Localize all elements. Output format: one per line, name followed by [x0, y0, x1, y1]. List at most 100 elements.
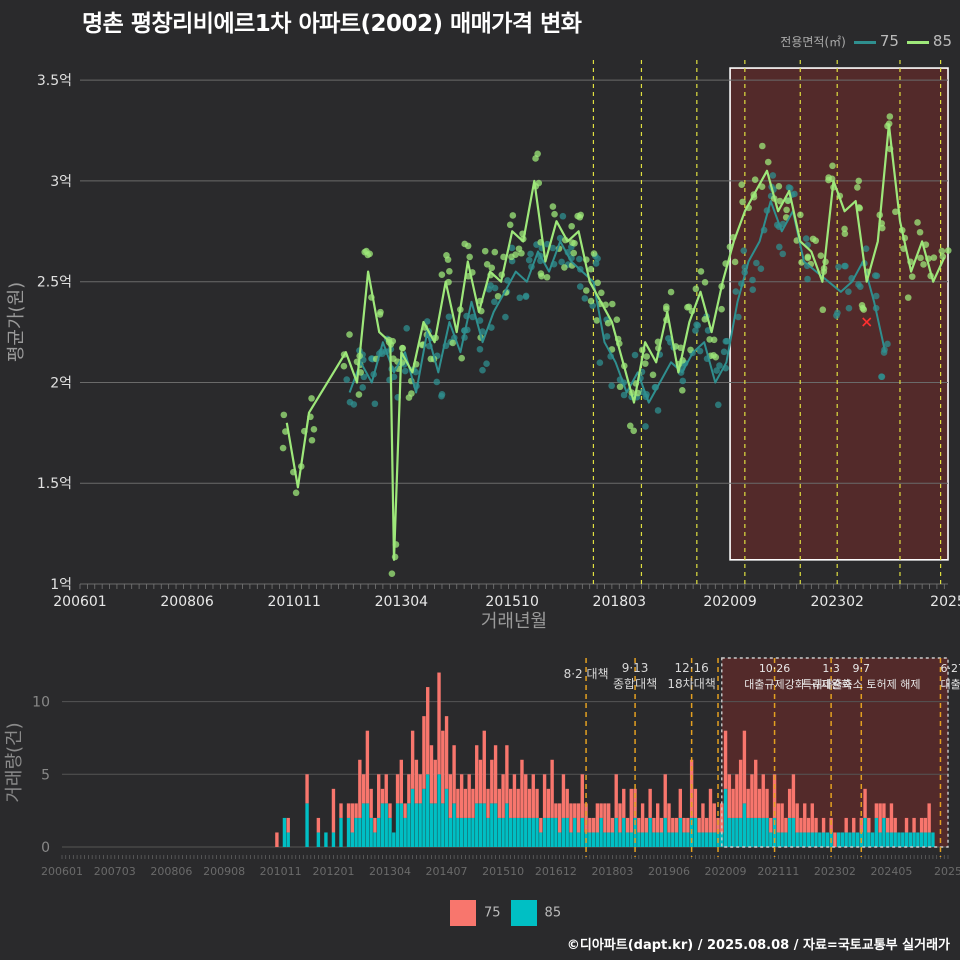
bar-85: [505, 803, 509, 847]
scatter-point-85: [449, 339, 457, 347]
scatter-point-85: [812, 237, 820, 244]
scatter-point-85: [878, 224, 886, 232]
bar-75: [686, 817, 690, 833]
legend-bottom: 75 85: [450, 900, 561, 926]
scatter-point-85: [920, 261, 927, 268]
bar-75: [305, 774, 309, 804]
bar-75: [497, 788, 502, 818]
bar-75: [418, 774, 422, 804]
bar-75: [463, 788, 468, 818]
bar-85: [475, 803, 479, 847]
bar-x-tick-label: 202009: [705, 865, 747, 878]
scatter-point-85: [841, 225, 848, 233]
scatter-point-75: [833, 312, 840, 319]
bar-75: [591, 817, 596, 833]
bar-85: [459, 817, 464, 847]
scatter-point-85: [571, 239, 578, 247]
bar-75: [399, 759, 404, 804]
bar-85: [821, 832, 826, 847]
scatter-point-75: [862, 245, 870, 252]
y-tick-label: 3억: [50, 174, 72, 190]
bar-85: [591, 832, 596, 847]
bar-75: [493, 745, 498, 804]
bar-85: [527, 817, 532, 847]
bar-85: [580, 817, 584, 847]
scatter-point-85: [308, 395, 315, 402]
scatter-point-75: [749, 276, 756, 284]
bar-75: [459, 774, 464, 818]
bar-75: [844, 817, 848, 833]
bar-75: [667, 803, 671, 833]
bar-85: [693, 817, 698, 847]
bar-85: [603, 832, 607, 847]
scatter-point-85: [616, 383, 624, 391]
bar-75: [622, 788, 626, 818]
scatter-point-85: [466, 253, 473, 261]
event-label: 10·26: [759, 662, 791, 675]
scatter-point-75: [679, 377, 687, 385]
scatter-point-85: [308, 436, 316, 444]
bar-85: [735, 817, 739, 847]
bar-85: [840, 832, 845, 847]
bar-75: [867, 817, 871, 833]
bar-85: [539, 832, 543, 847]
bar-75: [516, 788, 520, 818]
scatter-point-75: [412, 368, 419, 376]
scatter-point-85: [938, 247, 946, 255]
bar-85: [844, 832, 848, 847]
y-tick-label: 2.5억: [37, 275, 72, 291]
bar-75: [573, 803, 577, 818]
bar-85: [799, 832, 803, 847]
bar-85: [497, 817, 502, 847]
bar-75: [429, 745, 434, 804]
bar-75: [814, 817, 818, 833]
scatter-point-85: [570, 249, 578, 257]
bar-85: [388, 817, 392, 847]
bar-85: [508, 817, 513, 847]
scatter-point-85: [551, 210, 558, 218]
bar-85: [437, 774, 441, 847]
bar-75: [799, 817, 803, 833]
volume-chart: 0 5 10 200601 200703 200806 200908 201011 201201…: [4, 657, 960, 878]
bar-75: [821, 817, 826, 833]
bar-85: [919, 832, 924, 847]
bar-75: [584, 803, 588, 833]
scatter-point-85: [594, 279, 601, 287]
scatter-point-75: [556, 234, 564, 242]
bar-75: [750, 774, 754, 818]
scatter-point-85: [697, 268, 705, 275]
x-tick-label: 200601: [53, 594, 106, 610]
bar-85: [787, 817, 792, 847]
bar-75: [656, 803, 660, 833]
bar-75: [859, 817, 863, 833]
scatter-point-85: [692, 285, 700, 293]
bar-85: [904, 832, 909, 847]
scatter-point-85: [310, 426, 318, 433]
bar-85: [493, 803, 498, 847]
scatter-point-75: [476, 317, 484, 324]
credit-text: ©디아파트(dapt.kr) / 2025.08.08 / 자료=국토교통부 실…: [566, 938, 950, 953]
bar-85: [825, 832, 830, 847]
bar-75: [377, 774, 381, 818]
x-tick-label: 202009: [703, 594, 756, 610]
scatter-point-85: [506, 221, 514, 229]
bar-75: [787, 788, 792, 818]
scatter-point-85: [543, 273, 551, 281]
scatter-point-85: [764, 158, 772, 166]
scatter-point-85: [355, 391, 363, 398]
bar-75: [765, 788, 769, 818]
bar-85: [663, 817, 667, 847]
bar-85: [931, 832, 935, 847]
scatter-point-75: [576, 255, 583, 263]
bar-85: [380, 803, 385, 847]
scatter-point-75: [749, 286, 757, 293]
bar-75: [735, 774, 739, 818]
bar-85: [305, 803, 309, 847]
event-label: 18차대책: [667, 676, 715, 691]
legend-bottom-label-75: 75: [484, 905, 501, 921]
series-line-75: [348, 200, 887, 404]
bar-85: [414, 803, 419, 847]
bar-75: [754, 759, 758, 818]
bar-75: [629, 788, 633, 833]
scatter-point-75: [723, 337, 731, 345]
